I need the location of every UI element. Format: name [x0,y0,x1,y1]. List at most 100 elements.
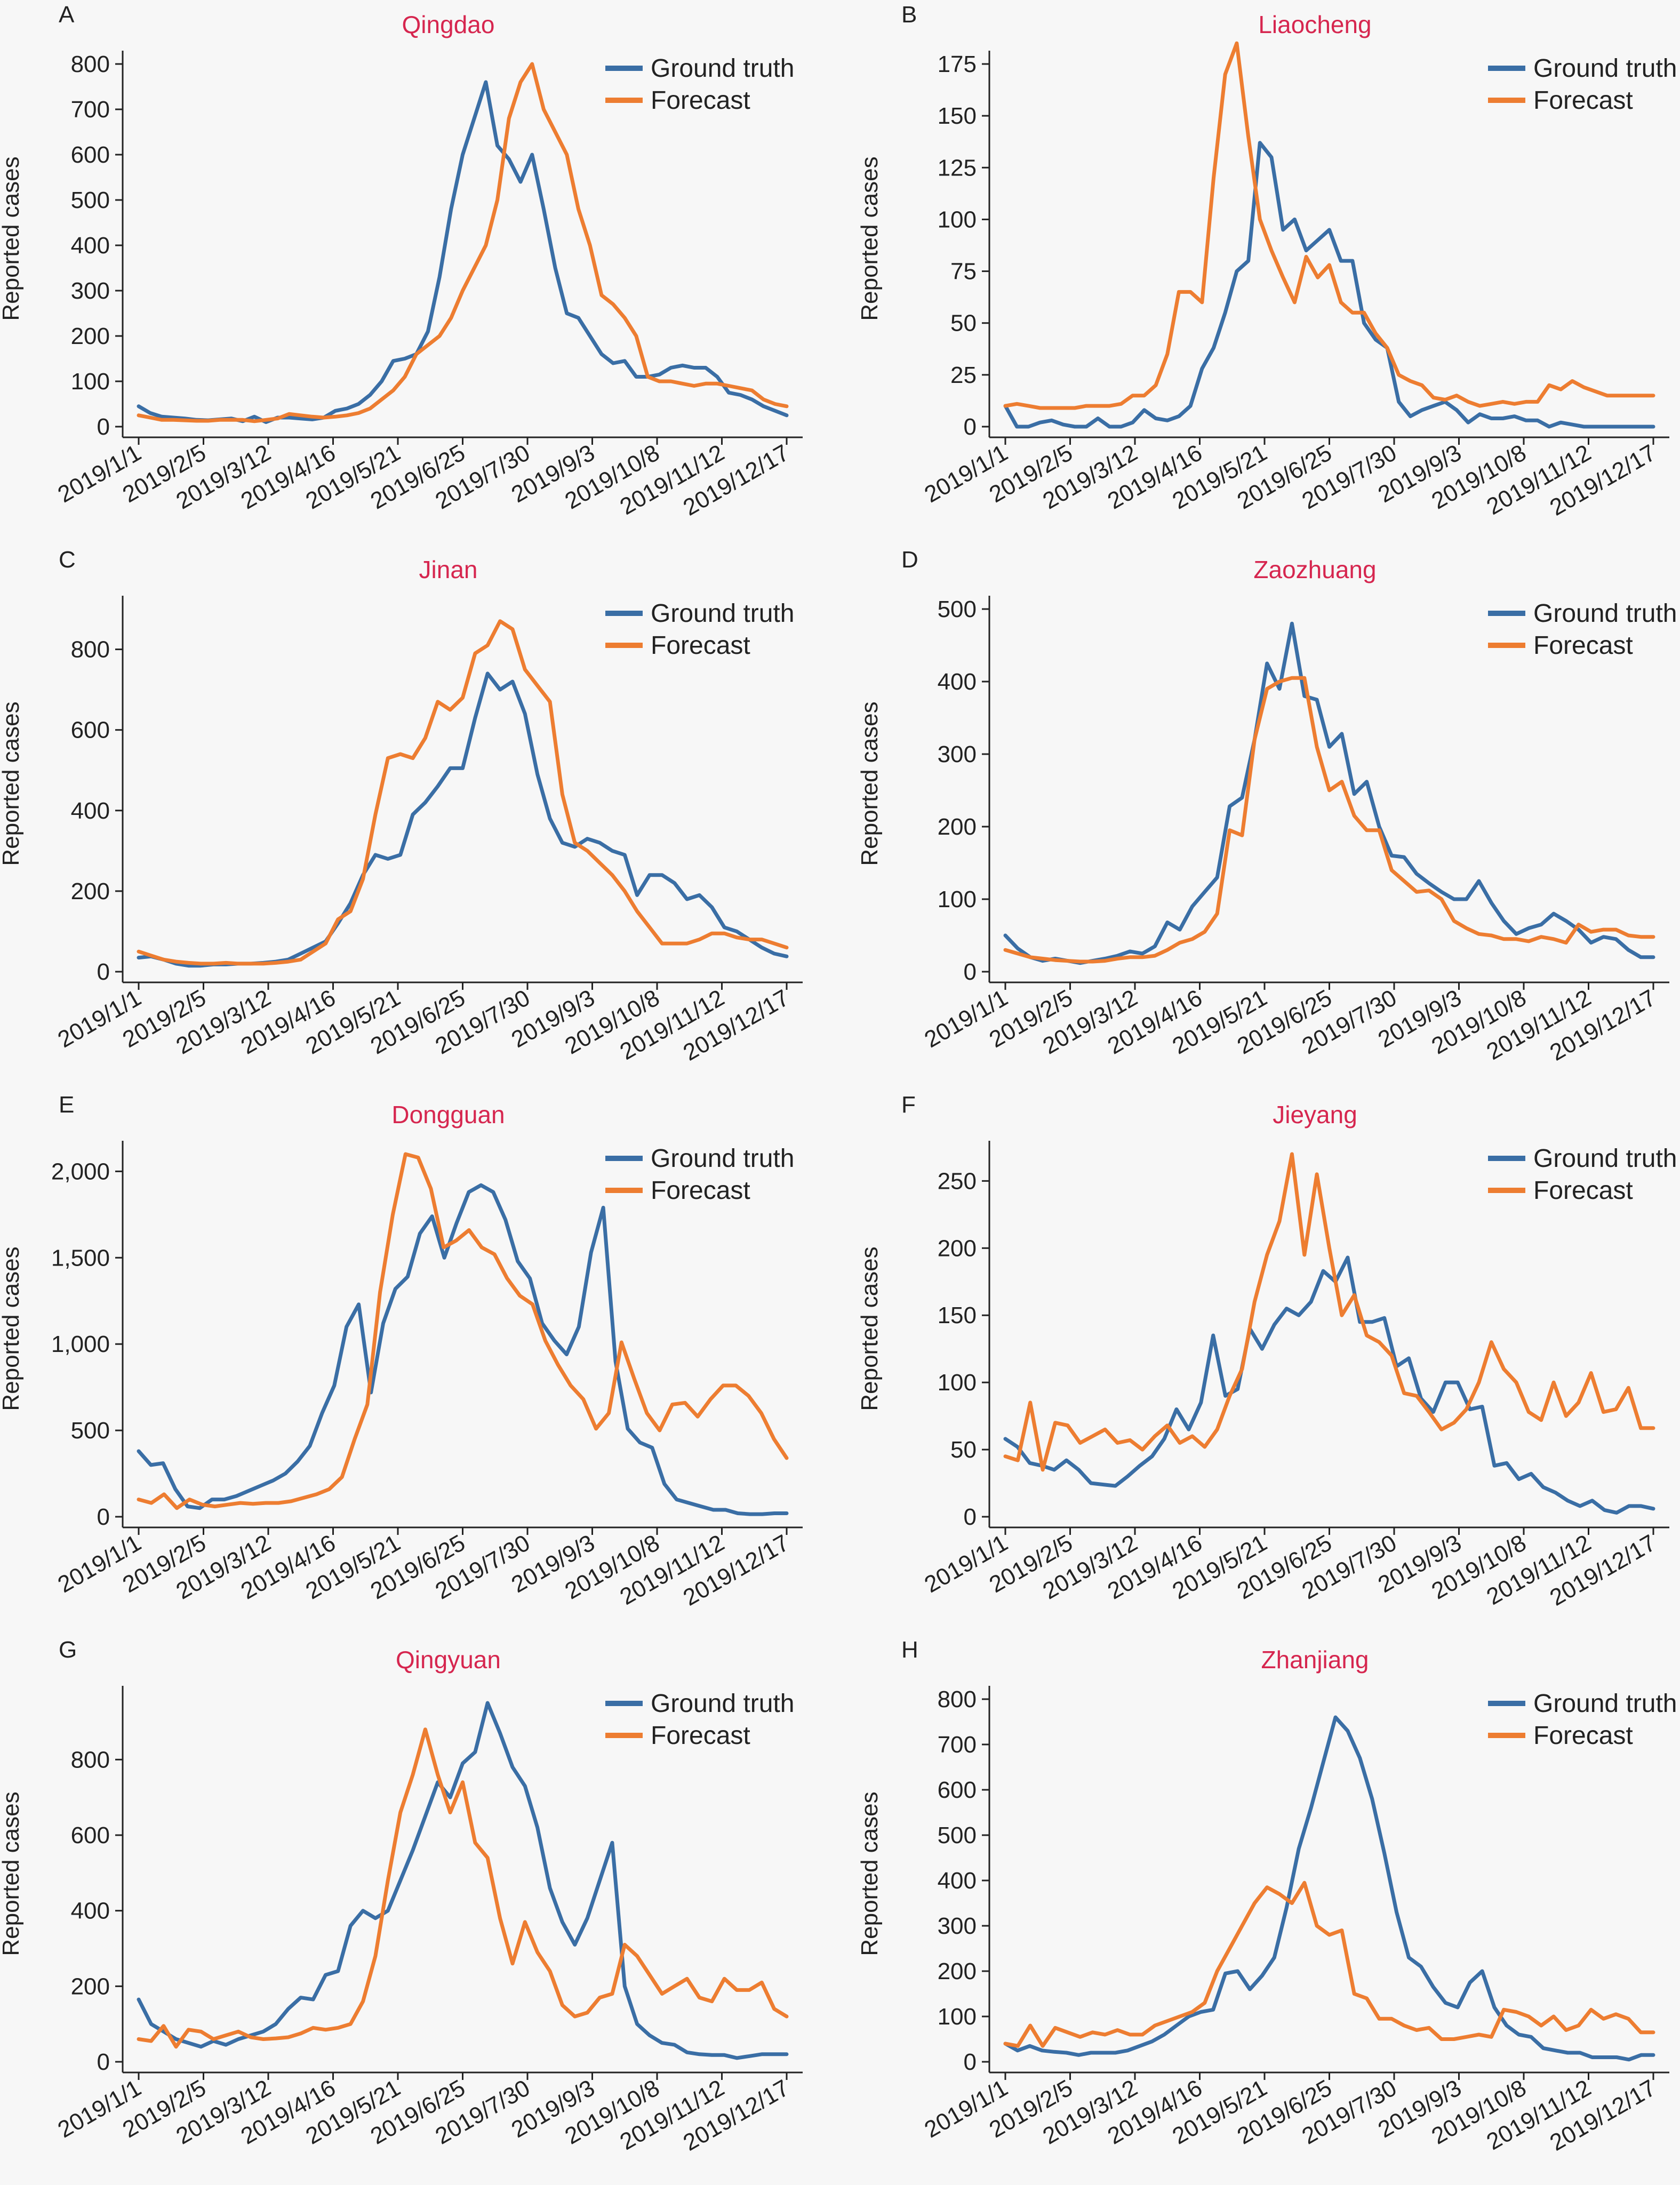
forecast-line [1003,1152,1655,1472]
panel-a: A Qingdao 0 100 200 300 400 500 600 700 800 Reporte… [0,2,803,521]
legend-forecast-label: Forecast [1533,631,1633,660]
y-tick-label: 1,000 [51,1331,110,1357]
y-axis-label: Reported cases [0,1246,24,1411]
y-axis-label: Reported cases [857,1791,883,1956]
legend-ground-truth-label: Ground truth [651,1690,794,1718]
panel-letter: H [901,1637,918,1663]
y-tick-label: 0 [97,959,110,985]
y-tick-label: 0 [964,959,977,985]
panel-letter: F [901,1092,916,1118]
y-tick-label: 50 [950,310,977,337]
forecast-line [137,1152,789,1510]
y-tick-label: 0 [97,2049,110,2075]
ground-truth-line [137,1701,789,2060]
y-axis-label: Reported cases [857,156,883,321]
panel-title: Zhanjiang [1261,1646,1369,1674]
y-tick-label: 0 [964,1504,977,1530]
panel-letter: D [901,547,918,573]
forecast-line [137,1727,789,2049]
legend-forecast-label: Forecast [651,631,750,660]
y-tick-label: 150 [938,1302,977,1328]
y-tick-label: 800 [71,637,110,663]
panel-title: Jinan [419,556,478,583]
y-tick-label: 0 [964,2049,977,2075]
panel-title: Qingyuan [396,1646,501,1674]
forecast-line [1003,676,1655,964]
legend-ground-truth-label: Ground truth [1533,1690,1677,1718]
y-tick-label: 175 [938,51,977,77]
y-tick-label: 800 [71,51,110,77]
y-axis-label: Reported cases [857,1246,883,1411]
panel-e: E Dongguan 0 500 1,000 1,500 2,000 Reported cas… [0,1092,803,1611]
y-tick-label: 600 [938,1777,977,1803]
panel-title: Zaozhuang [1253,556,1376,583]
panel-h: H Zhanjiang 0 100 200 300 400 500 600 700 800 Repor… [857,1637,1677,2156]
panel-title: Jieyang [1273,1101,1357,1128]
y-axis-label: Reported cases [857,701,883,866]
y-tick-label: 400 [71,798,110,824]
y-tick-label: 125 [938,155,977,181]
y-tick-label: 250 [938,1168,977,1194]
y-tick-label: 200 [938,814,977,840]
legend-ground-truth-label: Ground truth [651,1144,794,1173]
y-tick-label: 400 [71,233,110,259]
y-axis-label: Reported cases [0,701,24,866]
panel-d: D Zaozhuang 0 100 200 300 400 500 Reported cases… [857,547,1677,1066]
y-tick-label: 100 [71,369,110,395]
legend-forecast-label: Forecast [651,86,750,115]
legend-forecast-label: Forecast [1533,1722,1633,1750]
forecast-line [137,619,789,966]
panel-title: Dongguan [391,1101,505,1128]
y-tick-label: 2,000 [51,1158,110,1184]
ground-truth-line [1003,141,1655,429]
legend-forecast-label: Forecast [1533,1176,1633,1205]
y-tick-label: 100 [938,2004,977,2030]
y-tick-label: 800 [71,1747,110,1773]
y-tick-label: 100 [938,206,977,233]
y-tick-label: 500 [938,596,977,622]
y-tick-label: 25 [950,362,977,388]
y-tick-label: 0 [97,1504,110,1530]
ground-truth-line [137,671,789,968]
y-tick-label: 300 [71,278,110,304]
y-tick-label: 0 [964,414,977,440]
panel-letter: B [901,2,917,28]
legend-ground-truth-label: Ground truth [1533,599,1677,628]
panel-letter: E [59,1092,74,1118]
ground-truth-line [1003,621,1655,965]
y-tick-label: 300 [938,1913,977,1939]
panel-b: B Liaocheng 0 25 50 75 100 125 150 175 Reported ca… [857,2,1677,521]
forecast-line [1003,1880,1655,2048]
forecast-line [1003,41,1655,410]
y-tick-label: 75 [950,259,977,285]
y-tick-label: 150 [938,103,977,129]
y-tick-label: 500 [938,1822,977,1848]
panel-letter: A [59,2,75,28]
y-tick-label: 700 [938,1732,977,1758]
y-tick-label: 200 [71,878,110,905]
y-tick-label: 400 [938,1868,977,1894]
y-tick-label: 100 [938,1370,977,1396]
y-tick-label: 1,500 [51,1245,110,1271]
ground-truth-line [1003,1255,1655,1515]
y-tick-label: 600 [71,1822,110,1848]
legend-forecast-label: Forecast [651,1722,750,1750]
y-tick-label: 0 [97,414,110,440]
y-tick-label: 200 [938,1958,977,1984]
panel-letter: G [59,1637,77,1663]
y-tick-label: 50 [950,1437,977,1463]
y-tick-label: 200 [71,1973,110,1999]
ground-truth-line [1003,1715,1655,2062]
legend-ground-truth-label: Ground truth [651,599,794,628]
forecast-line [137,62,789,423]
legend-ground-truth-label: Ground truth [651,54,794,83]
legend-ground-truth-label: Ground truth [1533,1144,1677,1173]
y-tick-label: 600 [71,142,110,168]
legend-forecast-label: Forecast [651,1176,750,1205]
y-tick-label: 500 [71,187,110,213]
panel-title: Liaocheng [1258,11,1371,38]
y-tick-label: 800 [938,1686,977,1712]
